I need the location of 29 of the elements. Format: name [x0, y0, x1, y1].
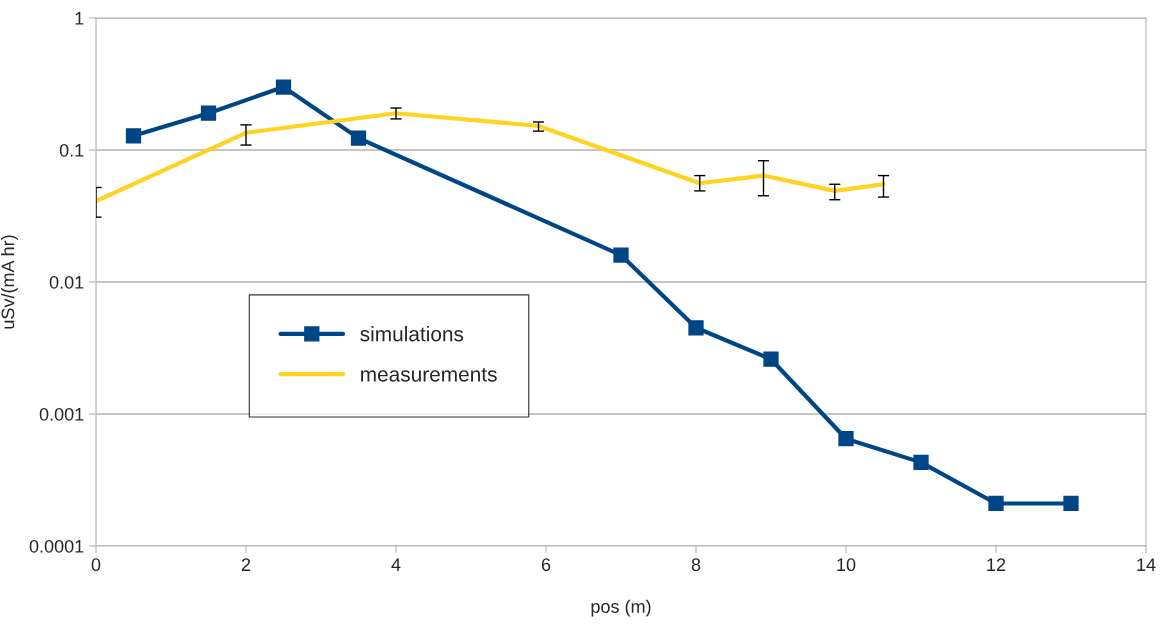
y-tick-label: 0.1 — [59, 143, 84, 157]
line-series — [96, 111, 886, 204]
point — [688, 320, 704, 336]
x-axis-title: pos (m) — [591, 599, 651, 617]
x-tick-label: 0 — [91, 558, 101, 572]
y-tick-label: 1 — [75, 12, 84, 25]
point — [613, 247, 629, 263]
point — [275, 79, 292, 95]
point — [200, 105, 217, 121]
x-tick-label: 2 — [241, 558, 251, 571]
legend-label: simulations — [360, 326, 464, 342]
x-tick-label: 12 — [987, 558, 1006, 571]
x-tick-label: 6 — [541, 558, 551, 572]
x-tick-label: 8 — [691, 558, 701, 572]
point — [350, 130, 367, 146]
y-tick-label: 0.0001 — [29, 539, 84, 553]
x-tick-label: 14 — [1137, 558, 1156, 571]
x-tick-label: 4 — [391, 558, 401, 571]
y-tick-label: 0.01 — [49, 275, 84, 289]
point — [125, 128, 142, 144]
point — [763, 351, 779, 367]
y-tick-label: 0.001 — [39, 407, 84, 421]
y-axis-title: uSv/(mA hr) — [1, 235, 18, 329]
legend-label: measurements — [361, 367, 497, 382]
point — [838, 431, 854, 447]
point — [1063, 495, 1079, 512]
x-tick-label: 10 — [837, 558, 856, 572]
point — [913, 454, 929, 471]
point — [988, 495, 1004, 512]
